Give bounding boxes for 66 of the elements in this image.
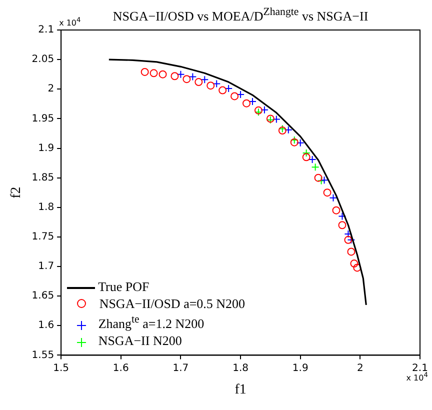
point (224, 84, 233, 93)
point (248, 98, 256, 106)
point (182, 75, 191, 84)
point (302, 153, 310, 162)
legend-label: NSGA−II N200 (98, 333, 182, 348)
point (212, 80, 221, 88)
y-tick-label: 1.7 (38, 261, 54, 272)
x-tick-label: 1.8 (232, 362, 248, 374)
point (206, 82, 215, 90)
point (308, 155, 316, 164)
chart-title: NSGA−II/OSD vs MOEA/D$^{Zhang}$$^{te}$ vs NSGA−II (112, 6, 368, 24)
y-tick-label: 2.1 (38, 24, 54, 36)
y-tick-label: 1.55 (32, 350, 54, 361)
y-tick-label: 1.95 (32, 113, 54, 124)
point (329, 194, 338, 202)
point (260, 106, 268, 114)
point (218, 86, 227, 94)
x-axis-title: f1 (234, 382, 246, 398)
point (176, 70, 185, 78)
point (242, 99, 251, 108)
point (320, 176, 328, 184)
point (344, 236, 352, 244)
y-tick-label: 1.85 (32, 172, 54, 184)
point (140, 68, 149, 76)
y-axis-title: f2 (9, 186, 24, 198)
x-tick-label: 1.9 (292, 362, 308, 374)
point (284, 126, 292, 134)
y-tick-label: 2 (48, 84, 54, 95)
x-tick-label: 1.5 (53, 362, 70, 374)
y-tick-label: 2.05 (32, 54, 54, 66)
point (194, 78, 203, 86)
text: x 10$^{4}$ (406, 371, 428, 383)
y-tick-label: 1.8 (38, 202, 54, 213)
point (317, 176, 326, 185)
point (290, 136, 298, 144)
point (230, 92, 239, 100)
point (314, 174, 322, 182)
x-tick-label: 1.7 (172, 362, 189, 374)
point (311, 163, 320, 172)
x-tick-label: 1.6 (112, 362, 129, 374)
point (332, 206, 340, 214)
y-tick-label: 1.9 (38, 142, 54, 154)
point (236, 90, 245, 98)
point (200, 76, 209, 84)
point (170, 72, 179, 80)
point (338, 212, 346, 220)
point (188, 72, 197, 81)
point (150, 69, 158, 78)
y-tick-label: 1.65 (32, 290, 54, 302)
legend-label: Zhang$^{te}$ a=1.2 N200 (98, 314, 204, 332)
y-tick-label: 1.6 (38, 320, 54, 332)
point (323, 188, 332, 197)
point (272, 115, 280, 124)
point (353, 264, 362, 272)
y-tick-label: 1.75 (32, 232, 54, 243)
x-tick-label: 2 (356, 362, 364, 374)
point (290, 138, 298, 146)
text: x 10$^{4}$ (59, 16, 81, 28)
point (302, 148, 310, 157)
point (158, 70, 167, 78)
point (347, 248, 356, 256)
point (350, 260, 358, 268)
point (338, 221, 346, 230)
point (296, 138, 304, 147)
legend-label: True POF (98, 278, 150, 294)
legend-label: NSGA−II/OSD a=0.5 N200 (99, 296, 246, 311)
